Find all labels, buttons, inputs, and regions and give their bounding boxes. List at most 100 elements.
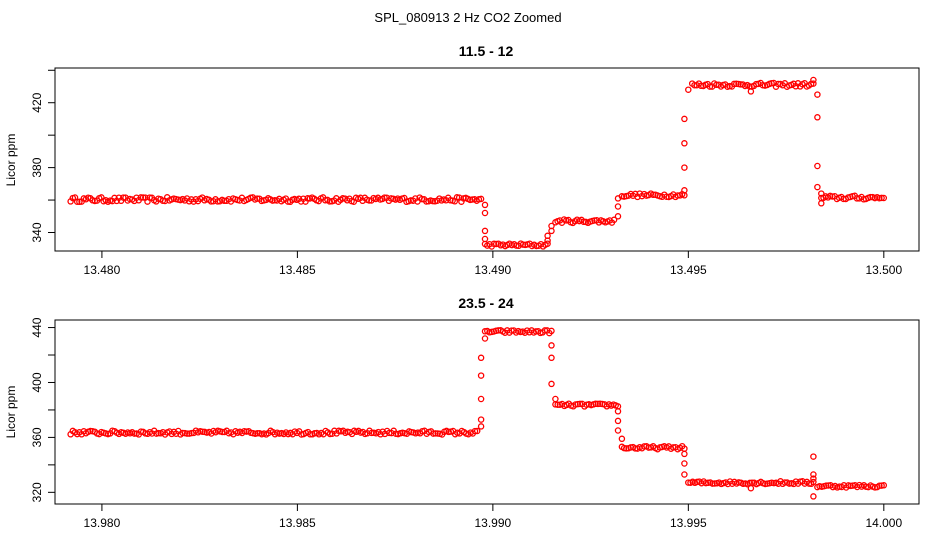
data-point: [814, 183, 821, 191]
data-point: [548, 222, 555, 230]
data-point: [548, 327, 555, 335]
bottom-chart-points: [67, 327, 888, 500]
data-point: [818, 200, 825, 207]
data-point: [730, 80, 738, 88]
top-chart-title: 11.5 - 12: [459, 43, 514, 59]
top-chart-points: [67, 76, 888, 250]
data-point: [304, 195, 311, 202]
data-point: [681, 471, 688, 478]
data-point: [681, 140, 688, 147]
data-point: [548, 342, 555, 349]
data-point: [477, 423, 485, 430]
x-tick-label: 13.500: [865, 263, 902, 277]
data-point: [594, 400, 602, 408]
top-chart-y-axis-label: Licor ppm: [4, 134, 18, 187]
x-tick-label: 13.485: [279, 263, 316, 277]
data-point: [179, 429, 186, 437]
data-point: [471, 427, 479, 435]
data-point: [768, 79, 775, 87]
data-point: [120, 194, 127, 201]
data-point: [876, 194, 883, 202]
data-point: [477, 416, 485, 423]
data-point: [709, 480, 716, 487]
data-point: [818, 190, 825, 197]
data-point: [430, 430, 437, 437]
data-point: [481, 335, 489, 342]
x-tick-label: 13.495: [670, 263, 707, 277]
data-point: [685, 479, 692, 486]
data-point: [614, 427, 622, 434]
data-point: [73, 198, 81, 205]
data-point: [810, 471, 817, 478]
data-point: [681, 187, 688, 194]
x-tick-label: 13.985: [279, 516, 316, 530]
data-point: [137, 194, 145, 201]
data-point: [614, 408, 622, 415]
data-point: [810, 80, 817, 87]
data-point: [614, 203, 622, 210]
x-tick-label: 13.980: [84, 516, 121, 530]
y-tick-label: 420: [30, 92, 44, 112]
top-chart-plot-frame: [54, 67, 920, 252]
data-point: [747, 484, 755, 492]
data-point: [685, 86, 692, 93]
data-point: [614, 417, 622, 425]
bottom-chart-panel: 23.5 - 24 Licor ppm 13.980 13.985 13.990 13…: [4, 295, 920, 530]
data-point: [880, 194, 888, 202]
data-point: [706, 83, 714, 90]
x-tick-label: 13.995: [670, 516, 707, 530]
x-tick-label: 13.990: [475, 516, 512, 530]
data-point: [477, 395, 485, 403]
data-point: [822, 482, 830, 489]
data-point: [814, 162, 821, 170]
top-chart-panel: 11.5 - 12 Licor ppm 13.480 13.485 13.490 13…: [4, 43, 920, 277]
data-point: [544, 240, 551, 247]
data-point: [481, 235, 489, 243]
data-point: [681, 164, 688, 171]
y-tick-label: 440: [30, 317, 44, 337]
data-point: [131, 430, 138, 437]
data-point: [490, 240, 498, 248]
data-point: [481, 201, 489, 209]
data-point: [432, 430, 439, 437]
bottom-chart-plot-frame: [54, 319, 920, 505]
y-tick-label: 380: [30, 157, 44, 177]
data-point: [87, 427, 94, 435]
data-point: [810, 76, 817, 84]
data-point: [368, 429, 375, 437]
data-point: [481, 227, 489, 235]
data-point: [155, 429, 162, 437]
bottom-chart-y-axis-label: Licor ppm: [4, 386, 18, 439]
data-point: [381, 194, 388, 201]
data-point: [429, 197, 437, 205]
bottom-chart-title: 23.5 - 24: [458, 295, 513, 311]
data-point: [733, 80, 740, 88]
data-point: [610, 216, 618, 224]
data-point: [876, 482, 883, 489]
x-tick-label: 13.490: [475, 263, 512, 277]
data-point: [810, 478, 817, 486]
data-point: [878, 194, 885, 202]
data-point: [183, 430, 191, 437]
data-point: [199, 428, 206, 435]
data-point: [477, 354, 485, 362]
data-point: [810, 453, 817, 460]
data-point: [423, 198, 430, 205]
y-tick-label: 360: [30, 427, 44, 447]
data-point: [810, 475, 817, 482]
data-point: [880, 482, 888, 489]
data-point: [814, 91, 821, 98]
data-point: [618, 435, 626, 443]
data-point: [481, 209, 489, 217]
y-tick-label: 320: [30, 482, 44, 502]
data-point: [649, 191, 657, 199]
data-point: [681, 450, 688, 458]
y-tick-label: 340: [30, 222, 44, 242]
data-point: [614, 213, 622, 220]
data-point: [592, 400, 599, 408]
data-point: [76, 198, 83, 206]
data-point: [519, 241, 527, 248]
data-point: [554, 401, 561, 408]
data-point: [681, 460, 688, 467]
